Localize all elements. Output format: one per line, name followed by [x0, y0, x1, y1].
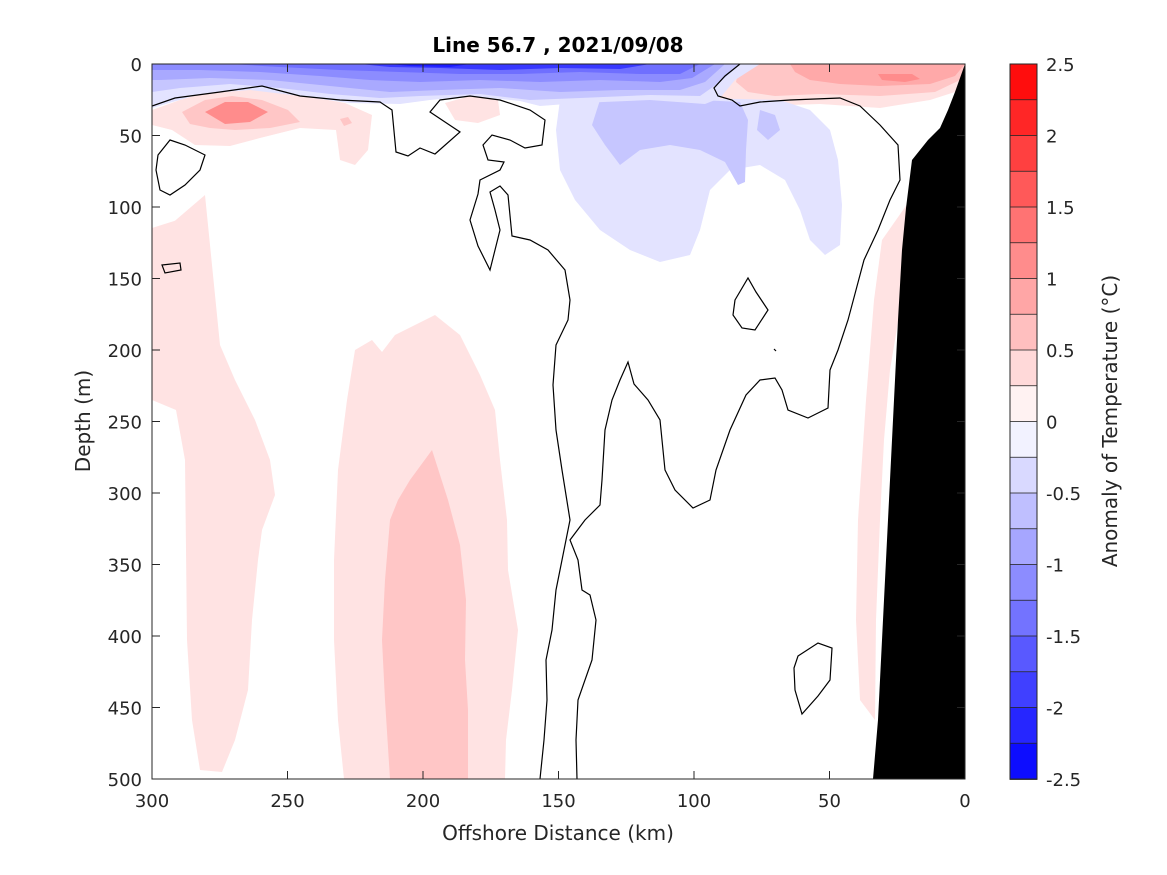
zero-contour-offshore-loop: [155, 139, 206, 196]
colorbar-bin: [1009, 421, 1038, 459]
colorbar-tick-label: -2: [1046, 699, 1064, 720]
colorbar-bin: [1009, 599, 1038, 637]
anomaly-region-nearshore-surface-warm-3: [790, 64, 965, 86]
x-tick-label: 0: [959, 791, 970, 812]
colorbar-tick-label: 0: [1046, 413, 1057, 434]
y-tick-label: 50: [119, 127, 142, 148]
anomaly-region-offshore-subsurface-warm-core: [205, 102, 268, 124]
colorbar-bin: [1009, 135, 1038, 173]
colorbar-bin: [1009, 278, 1038, 316]
colorbar-bin: [1009, 170, 1038, 208]
plot-area: [152, 64, 965, 779]
colorbar-bin: [1009, 456, 1038, 494]
zero-contour-dot: [773, 348, 777, 352]
y-tick-label: 250: [108, 413, 142, 434]
colorbar-bin: [1009, 99, 1038, 137]
x-tick-label: 300: [135, 791, 169, 812]
anomaly-region-surface-cold-peak: [390, 64, 470, 67]
anomaly-region-offshore-deep-warm: [152, 195, 275, 772]
anomaly-region-cold-patch-right: [757, 110, 780, 140]
y-tick-label: 500: [108, 770, 142, 791]
y-axis-label: Depth (m): [71, 370, 95, 472]
zero-contour-surface: [152, 85, 571, 779]
colorbar-frame: [1009, 63, 1038, 780]
colorbar-bin: [1009, 313, 1038, 351]
colorbar-tick-label: 1.5: [1046, 198, 1075, 219]
colorbar-tick-label: 2.5: [1046, 55, 1075, 76]
anomaly-region-slope-warm: [856, 150, 958, 720]
x-axis: 300 250 200 150 100 50 0: [135, 64, 971, 812]
anomaly-region-small-warm-patch: [445, 96, 500, 123]
y-tick-label: 450: [108, 699, 142, 720]
colorbar-bin: [1009, 349, 1038, 387]
chart-title: Line 56.7 , 2021/09/08: [432, 33, 683, 57]
colorbar-tick-label: -1: [1046, 556, 1064, 577]
y-tick-label: 400: [108, 627, 142, 648]
colorbar-tick-label: 1: [1046, 270, 1057, 291]
colorbar-bin: [1009, 206, 1038, 244]
colorbar-bin: [1009, 242, 1038, 280]
colorbar-bin: [1009, 492, 1038, 530]
anomaly-region-mid-deep-warm-core: [382, 450, 468, 779]
y-tick-label: 150: [108, 270, 142, 291]
colorbar-tick-label: 2: [1046, 127, 1057, 148]
colorbar-ticks: 2.5 2 1.5 1 0.5 0 -0.5 -1 -1.5 -2 -2.5: [1046, 55, 1081, 791]
y-tick-label: 350: [108, 556, 142, 577]
x-tick-label: 50: [818, 791, 841, 812]
colorbar-bin: [1009, 63, 1038, 101]
anomaly-region-nearshore-surface-warm-core: [878, 74, 920, 82]
colorbar-bin: [1009, 635, 1038, 673]
x-axis-label: Offshore Distance (km): [442, 821, 674, 845]
x-tick-label: 200: [406, 791, 440, 812]
x-tick-label: 150: [541, 791, 575, 812]
x-tick-label: 250: [270, 791, 304, 812]
zero-contours: [152, 64, 965, 779]
colorbar-tick-label: -1.5: [1046, 627, 1081, 648]
anomaly-region-tiny-warm-patch: [340, 117, 352, 126]
y-tick-label: 300: [108, 484, 142, 505]
colorbar-bin: [1009, 671, 1038, 709]
zero-contour-small-loop: [161, 262, 182, 274]
colorbar-bin: [1009, 528, 1038, 566]
y-tick-label: 100: [108, 198, 142, 219]
colorbar-tick-label: -2.5: [1046, 770, 1081, 791]
y-axis: 0 50 100 150 200 250 300 350 400 450 500: [108, 55, 965, 791]
colorbar-tick-label: -0.5: [1046, 484, 1081, 505]
x-tick-label: 100: [677, 791, 711, 812]
colorbar: [1009, 63, 1038, 780]
plot-background: [152, 64, 965, 779]
anomaly-region-left-edge-warm: [152, 216, 195, 250]
zero-contour-loop-deep: [793, 642, 833, 716]
anomaly-region-subsurface-cold-tongue-2: [592, 100, 748, 185]
zero-contour-loop-east: [732, 276, 769, 331]
y-tick-label: 200: [108, 341, 142, 362]
zero-contour-interior: [569, 64, 901, 779]
colorbar-bin: [1009, 564, 1038, 602]
colorbar-label: Anomaly of Temperature (°C): [1098, 275, 1122, 567]
bathymetry: [873, 64, 965, 779]
colorbar-bin: [1009, 707, 1038, 745]
colorbar-bin: [1009, 385, 1038, 423]
colorbar-tick-label: 0.5: [1046, 341, 1075, 362]
y-tick-label: 0: [131, 55, 142, 76]
colorbar-bin: [1009, 742, 1038, 780]
